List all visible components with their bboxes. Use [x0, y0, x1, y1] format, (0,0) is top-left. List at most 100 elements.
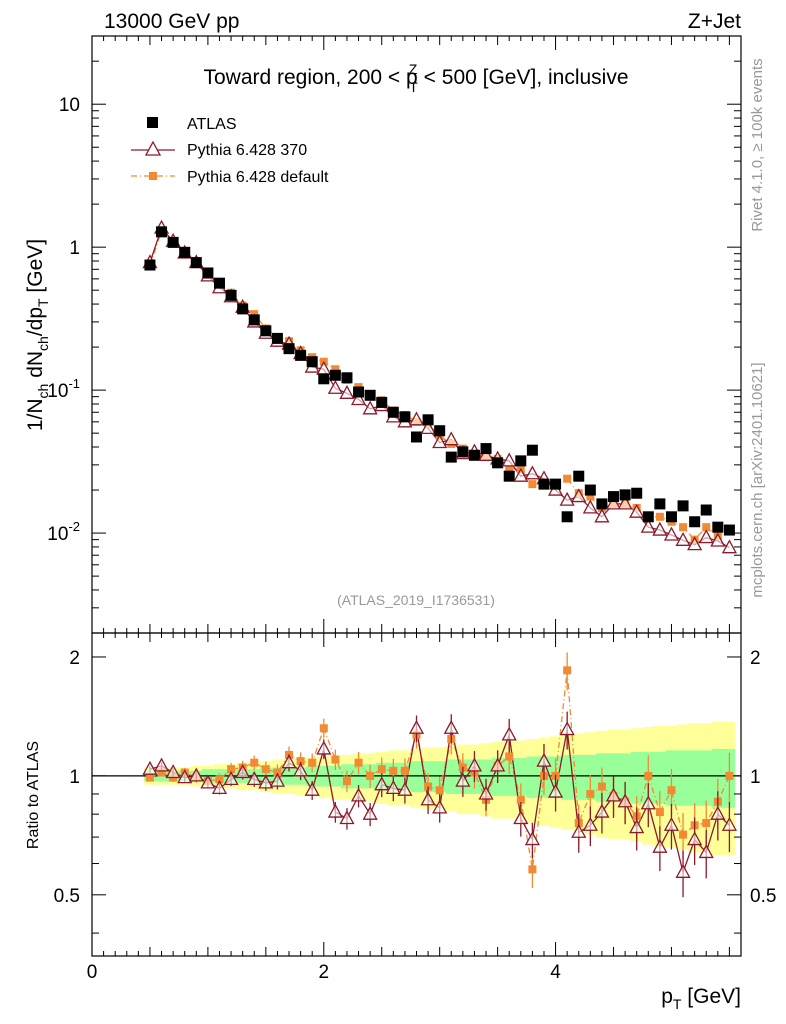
ratio-py370-point	[397, 781, 413, 796]
ratio-pydefault-point	[563, 666, 572, 675]
atlas-point	[515, 455, 527, 467]
header-left: 13000 GeV pp	[104, 10, 239, 33]
py370-point	[663, 526, 680, 541]
py370-point	[432, 434, 448, 449]
atlas-point	[700, 504, 712, 516]
py370-point	[524, 465, 540, 480]
ratio-y-tick-label: 2	[69, 648, 80, 669]
ratio-py370-point	[350, 787, 367, 802]
pydefault-point	[679, 523, 688, 532]
ratio-pydefault-point	[366, 771, 375, 780]
ratio-pydefault-point	[354, 758, 363, 767]
ratio-py370-point	[432, 799, 448, 814]
ratio-py370-point	[269, 772, 286, 787]
atlas-point	[573, 470, 585, 482]
py370-point	[710, 532, 726, 547]
pydefault-point	[655, 512, 664, 521]
atlas-point	[677, 500, 689, 512]
ratio-pydefault-point	[644, 771, 653, 780]
py370-point	[339, 384, 355, 399]
y-axis-label-ratio: Ratio to ATLAS	[25, 741, 42, 849]
ratio-pydefault-point	[250, 758, 259, 767]
analysis-id: (ATLAS_2019_I1736531)	[337, 592, 495, 608]
atlas-point	[213, 277, 225, 289]
ratio-py370-point	[617, 793, 633, 808]
py370-point	[559, 491, 575, 506]
legend: ATLAS Pythia 6.428 370 Pythia 6.428 defa…	[131, 116, 329, 186]
atlas-point	[179, 246, 191, 258]
ratio-pydefault-point	[331, 755, 340, 764]
ratio-py370-point	[281, 754, 297, 769]
header-right: Z+Jet	[688, 10, 741, 33]
ratio-py370-point	[362, 805, 378, 820]
ratio-pydefault-point	[342, 777, 351, 786]
atlas-point	[353, 386, 365, 398]
ratio-pydefault-point	[273, 768, 282, 777]
atlas-point	[584, 484, 596, 496]
ratio-y-tick-label: 1	[69, 767, 80, 788]
ratio-py370-point	[478, 785, 494, 800]
atlas-point	[364, 389, 376, 401]
py370-point	[408, 411, 425, 426]
py370-point	[640, 518, 656, 533]
ratio-pydefault-point	[655, 808, 664, 817]
ratio-pydefault-point	[679, 830, 688, 839]
ratio-pydefault-point	[308, 758, 317, 767]
ratio-py370-point	[293, 762, 309, 777]
py370-point	[501, 452, 517, 467]
ratio-py370-point	[339, 810, 355, 825]
ratio-pydefault-point	[516, 795, 525, 804]
py370-point	[594, 508, 610, 523]
atlas-point	[260, 325, 272, 337]
ratio-py370-point	[177, 769, 193, 784]
pydefault-point	[563, 474, 572, 483]
ratio-py370-point	[165, 764, 181, 779]
ratio-py370-point	[211, 779, 228, 794]
atlas-point	[144, 259, 156, 271]
legend-py370-label: Pythia 6.428 370	[187, 142, 307, 159]
ratio-panel-data	[142, 652, 738, 898]
ratio-py370-point	[698, 844, 714, 859]
ratio-pydefault-point	[400, 766, 409, 775]
ratio-pydefault-point	[435, 786, 444, 795]
atlas-point	[723, 524, 735, 536]
ratio-py370-point	[142, 760, 158, 775]
atlas-point	[689, 516, 701, 528]
ratio-py370-point	[663, 816, 680, 831]
ratio-pydefault-point	[261, 765, 270, 774]
ratio-py370-point	[374, 776, 390, 791]
atlas-point	[619, 489, 631, 501]
atlas-point	[399, 411, 411, 423]
rivet-label: Rivet 4.1.0, ≥ 100k events	[749, 58, 766, 231]
ratio-py370-point	[687, 831, 703, 846]
py370-point	[582, 499, 598, 514]
atlas-point	[480, 443, 492, 455]
atlas-point	[434, 425, 446, 437]
mcplots-label: mcplots.cern.ch [arXiv:2401.10621]	[749, 362, 766, 597]
ratio-py370-point	[258, 774, 274, 789]
atlas-point	[190, 257, 202, 269]
y-axis-label-top: 1/Nch dNch/dpT [GeV]	[24, 239, 51, 431]
ratio-py370-point	[605, 787, 622, 802]
ratio-py370-point	[246, 770, 262, 786]
ratio-pydefault-point	[157, 768, 166, 777]
title-sup: Z	[409, 61, 418, 77]
py370-point	[513, 467, 529, 482]
ratio-py370-point	[420, 791, 436, 806]
atlas-point	[654, 498, 666, 510]
atlas-point	[225, 289, 237, 301]
atlas-point	[411, 431, 422, 443]
ratio-py370-point	[652, 838, 668, 853]
py370-point	[362, 400, 378, 415]
ratio-y-tick-label-right: 2	[750, 648, 761, 669]
py370-point	[605, 495, 622, 510]
atlas-point	[538, 478, 550, 490]
py370-point	[420, 420, 436, 435]
ratio-py370-point	[385, 779, 401, 794]
y-tick-label: 10-2	[47, 519, 80, 545]
legend-atlas-marker	[147, 117, 158, 128]
pydefault-point	[331, 365, 340, 374]
ratio-py370-point	[501, 726, 517, 741]
atlas-point	[306, 356, 318, 368]
